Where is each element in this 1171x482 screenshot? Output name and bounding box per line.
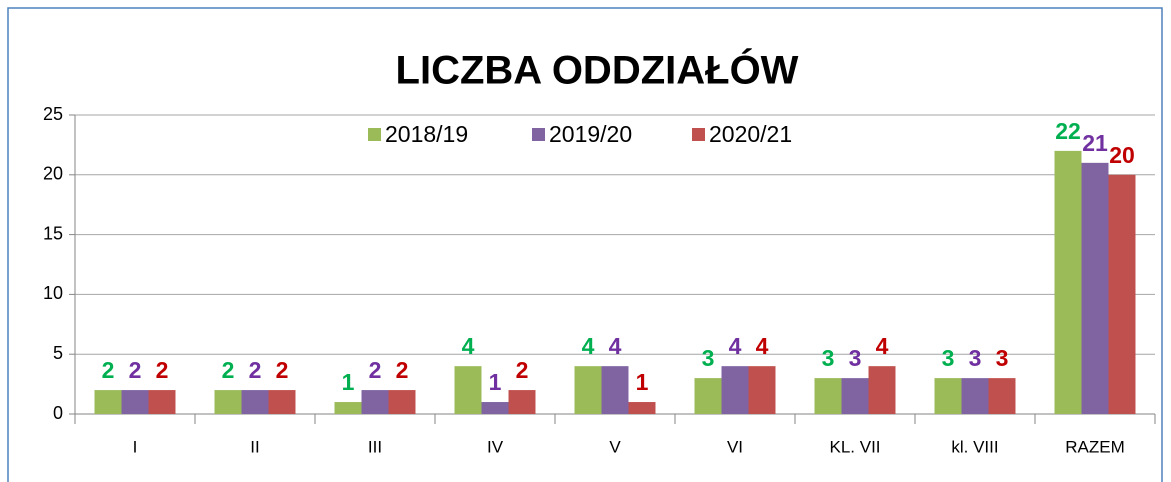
bar <box>388 390 416 414</box>
bar <box>1054 150 1082 414</box>
data-label: 4 <box>729 333 742 359</box>
data-label: 2 <box>222 357 235 383</box>
bar <box>94 390 122 414</box>
bar <box>334 402 362 414</box>
legend-swatch <box>532 128 545 141</box>
bar <box>841 378 869 414</box>
data-label: 2 <box>156 357 169 383</box>
data-label: 3 <box>702 345 715 371</box>
data-label: 4 <box>609 333 622 359</box>
data-label: 1 <box>489 369 502 395</box>
bar <box>721 366 749 414</box>
bar <box>481 402 509 414</box>
bar <box>628 402 656 414</box>
bar <box>214 390 242 414</box>
bar <box>934 378 962 414</box>
bar <box>454 366 482 414</box>
bar <box>121 390 149 414</box>
y-tick-label: 20 <box>43 164 63 184</box>
data-label: 2 <box>516 357 529 383</box>
y-tick-label: 15 <box>43 223 63 243</box>
x-tick-label: kl. VIII <box>951 437 998 456</box>
y-tick-label: 10 <box>43 283 63 303</box>
data-label: 4 <box>462 333 475 359</box>
x-tick-label: V <box>609 437 621 456</box>
x-tick-label: KL. VII <box>829 437 880 456</box>
data-label: 3 <box>849 345 862 371</box>
data-label: 2 <box>129 357 142 383</box>
x-tick-label: II <box>250 437 259 456</box>
y-tick-label: 0 <box>53 403 63 423</box>
data-label: 3 <box>942 345 955 371</box>
legend-label: 2019/20 <box>549 121 632 147</box>
legend-label: 2020/21 <box>709 121 792 147</box>
data-label: 3 <box>996 345 1009 371</box>
x-tick-label: III <box>368 437 382 456</box>
data-label: 20 <box>1109 142 1135 168</box>
x-tick-label: I <box>133 437 138 456</box>
bar <box>748 366 776 414</box>
x-tick-label: IV <box>487 437 504 456</box>
data-label: 2 <box>102 357 115 383</box>
bar <box>361 390 389 414</box>
bar <box>988 378 1016 414</box>
bar <box>814 378 842 414</box>
data-label: 3 <box>969 345 982 371</box>
data-label: 4 <box>876 333 889 359</box>
data-label: 22 <box>1055 118 1081 144</box>
legend-swatch <box>368 128 381 141</box>
bar <box>868 366 896 414</box>
data-label: 1 <box>342 369 355 395</box>
bar <box>694 378 722 414</box>
bar <box>574 366 602 414</box>
chart-title: LICZBA ODDZIAŁÓW <box>396 47 799 93</box>
x-tick-label: RAZEM <box>1065 437 1125 456</box>
data-label: 4 <box>582 333 595 359</box>
data-label: 4 <box>756 333 769 359</box>
bar <box>241 390 269 414</box>
x-tick-label: VI <box>727 437 743 456</box>
bar <box>148 390 176 414</box>
bar <box>508 390 536 414</box>
bar <box>961 378 989 414</box>
data-label: 2 <box>369 357 382 383</box>
legend-swatch <box>692 128 705 141</box>
bar <box>1108 174 1136 414</box>
data-label: 21 <box>1082 130 1108 156</box>
bar <box>268 390 296 414</box>
bar <box>1081 162 1109 414</box>
data-label: 2 <box>396 357 409 383</box>
y-tick-label: 25 <box>43 104 63 124</box>
data-label: 2 <box>276 357 289 383</box>
data-label: 1 <box>636 369 649 395</box>
legend-label: 2018/19 <box>385 121 468 147</box>
y-tick-label: 5 <box>53 343 63 363</box>
data-label: 3 <box>822 345 835 371</box>
data-label: 2 <box>249 357 262 383</box>
bar <box>601 366 629 414</box>
